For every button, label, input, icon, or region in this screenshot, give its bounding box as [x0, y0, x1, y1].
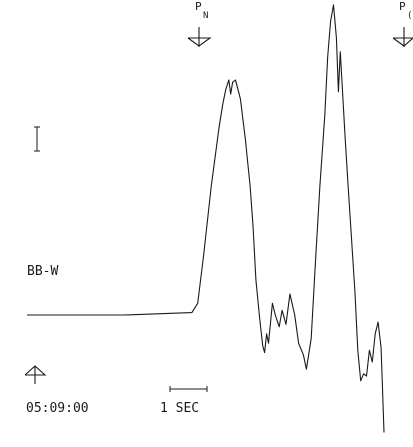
down-arrow-icon	[392, 27, 413, 47]
up-arrow-icon	[24, 365, 47, 384]
phase-marker-second: P (	[392, 0, 413, 47]
time-scale-label: 1 SEC	[160, 401, 199, 416]
seismogram-trace	[27, 4, 385, 433]
phase-marker-pn: P N	[187, 0, 212, 47]
time-scale-bar	[169, 386, 208, 392]
phase-marker-pn-subscript: N	[203, 11, 208, 21]
amplitude-scale-mark	[34, 126, 40, 152]
phase-marker-second-subscript: (	[407, 11, 412, 21]
phase-marker-pn-label: P	[195, 0, 202, 13]
down-arrow-icon	[187, 27, 212, 47]
phase-marker-second-label: P	[399, 0, 406, 13]
time-marker-label: 05:09:00	[26, 401, 89, 416]
station-label: BB-W	[27, 264, 58, 279]
